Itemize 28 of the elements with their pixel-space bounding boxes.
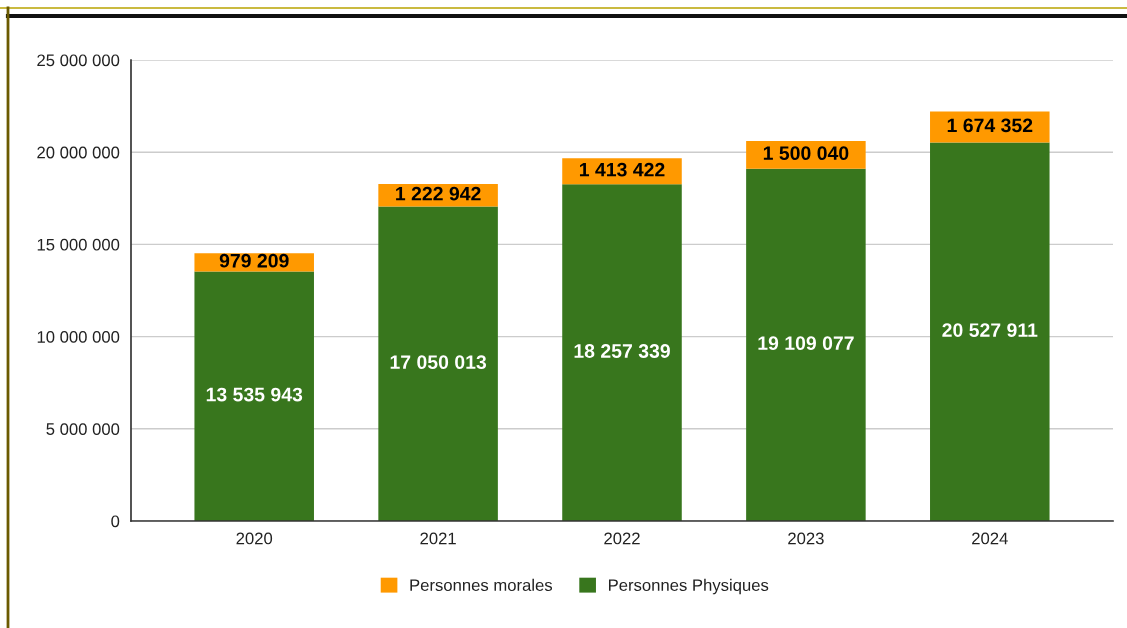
x-tick-label: 2023 (788, 532, 824, 545)
data-label: 1 222 942 (396, 186, 481, 201)
y-tick-label: 25 000 000 (37, 54, 120, 67)
y-tick-label: 5 000 000 (46, 423, 120, 435)
y-tick-label: 10 000 000 (37, 331, 120, 343)
bar (194, 271, 314, 521)
x-tick-label: 2021 (420, 532, 456, 545)
x-tick-label: 2024 (972, 532, 1008, 545)
data-label: 19 109 077 (758, 336, 854, 351)
data-label: 1 500 040 (763, 146, 849, 161)
y-tick-label: 20 000 000 (37, 146, 120, 159)
x-tick-label: 2022 (604, 532, 640, 545)
data-label: 20 527 911 (942, 323, 1038, 337)
data-label: 13 535 943 (206, 387, 303, 402)
data-label: 1 413 422 (579, 162, 665, 177)
data-label: 17 050 013 (390, 355, 487, 370)
data-label: 18 257 339 (574, 344, 670, 358)
bar (930, 142, 1050, 521)
data-label: 979 209 (219, 253, 289, 268)
data-label: 1 674 352 (947, 118, 1033, 133)
legend-label: Personnes morales (410, 578, 553, 592)
bar (378, 206, 498, 521)
legend-label: Personnes Physiques (608, 578, 769, 595)
bar (746, 168, 866, 521)
y-tick-label: 15 000 000 (37, 238, 120, 251)
bar (562, 184, 682, 521)
x-tick-label: 2020 (236, 532, 273, 545)
y-tick-label: 0 (111, 515, 120, 528)
